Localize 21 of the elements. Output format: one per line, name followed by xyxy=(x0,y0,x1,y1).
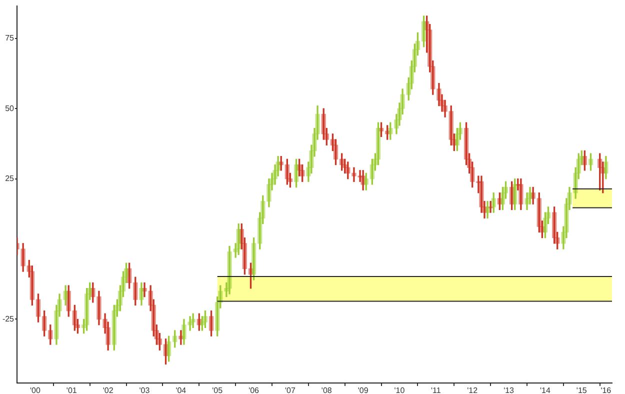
x-tick-label: '16 xyxy=(600,386,612,394)
x-tick-label: '11 xyxy=(431,386,442,394)
x-tick-label: '05 xyxy=(212,386,224,394)
x-tick-label: '03 xyxy=(139,386,150,394)
y-tick-label: -25 xyxy=(2,314,15,324)
x-tick-label: '14 xyxy=(540,386,551,394)
x-tick-label: '13 xyxy=(504,386,515,394)
x-tick-label: '10 xyxy=(394,386,406,394)
y-tick-label: 50 xyxy=(5,104,15,113)
y-tick-label: 75 xyxy=(5,34,15,43)
x-tick-label: '06 xyxy=(248,386,260,394)
x-tick-label: '01 xyxy=(66,386,78,394)
x-tick-label: '15 xyxy=(576,386,588,394)
x-tick-label: '02 xyxy=(102,386,114,394)
x-tick-label: '12 xyxy=(467,386,478,394)
x-tick-label: '08 xyxy=(321,386,332,394)
x-tick-label: '09 xyxy=(358,386,369,394)
y-tick-label: 25 xyxy=(5,174,15,184)
x-tick-label: '04 xyxy=(176,386,187,394)
x-tick-label: '07 xyxy=(284,386,296,394)
x-tick-label: '00 xyxy=(30,386,41,394)
